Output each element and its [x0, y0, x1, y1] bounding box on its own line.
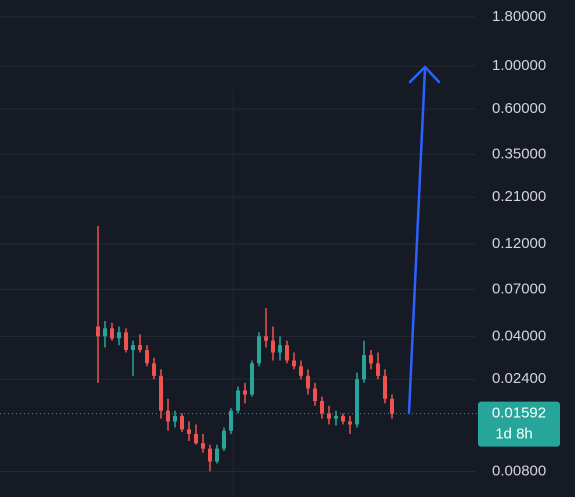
y-tick-label: 0.02400 [492, 370, 546, 387]
candle-body [124, 332, 128, 350]
candle-body [320, 401, 324, 414]
countdown-label: 1d 8h [495, 426, 533, 443]
y-tick-label: 0.07000 [492, 280, 546, 297]
candle-body [117, 332, 121, 339]
y-tick-label: 0.00800 [492, 462, 546, 479]
y-tick-label: 1.00000 [492, 57, 546, 74]
candle-body [138, 345, 142, 350]
candle-body [229, 410, 233, 431]
candle-body [159, 375, 163, 411]
last-price-box [478, 401, 560, 447]
candle-body [173, 415, 177, 422]
candle-body [383, 375, 387, 399]
candle-body [348, 421, 352, 425]
candle-body [271, 340, 275, 353]
last-price-label: 0.01592 [492, 405, 546, 422]
candle-body [299, 366, 303, 376]
y-tick-label: 0.12000 [492, 235, 546, 252]
candle-body [341, 415, 345, 422]
candle-body [264, 336, 268, 341]
candle-body [243, 390, 247, 395]
y-tick-label: 1.80000 [492, 8, 546, 25]
candle-body [145, 349, 149, 364]
candle-body [208, 448, 212, 462]
candle-body [292, 360, 296, 367]
candle-body [180, 415, 184, 430]
candle-body [201, 443, 205, 449]
candle-body [327, 413, 331, 419]
candle-body [222, 430, 226, 449]
candle-body [250, 363, 254, 395]
y-tick-label: 0.35000 [492, 145, 546, 162]
candle-body [362, 355, 366, 380]
candle-body [103, 328, 107, 337]
y-tick-label: 0.21000 [492, 188, 546, 205]
candle-body [110, 328, 114, 339]
candle-body [355, 379, 359, 425]
candle-body [369, 355, 373, 364]
candle-body [187, 429, 191, 434]
candle-body [152, 363, 156, 376]
y-tick-label: 0.60000 [492, 100, 546, 117]
candle-body [278, 345, 282, 353]
candle-body [390, 398, 394, 414]
candle-body [306, 375, 310, 389]
candle-body [257, 336, 261, 364]
candle-body [96, 326, 100, 337]
candle-body [236, 390, 240, 411]
candle-body [194, 433, 198, 444]
candle-body [313, 388, 317, 402]
arrow-shaft [407, 66, 427, 415]
candle-body [285, 345, 289, 361]
candle-body [131, 345, 135, 350]
candle-body [334, 415, 338, 419]
arrow-head [408, 65, 441, 84]
candle-body [166, 410, 170, 422]
y-tick-label: 0.04000 [492, 327, 546, 344]
candle-body [376, 363, 380, 376]
candle-body [215, 448, 219, 462]
